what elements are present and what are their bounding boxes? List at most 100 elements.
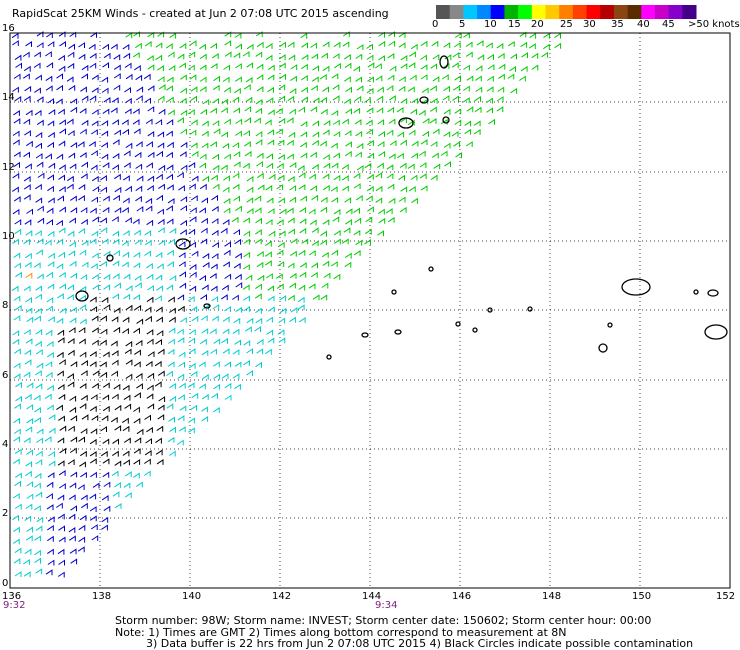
wind-barb bbox=[188, 183, 196, 190]
wind-barb bbox=[200, 338, 207, 345]
wind-barb bbox=[58, 108, 65, 115]
wind-barb bbox=[169, 32, 177, 39]
wind-barb bbox=[420, 54, 427, 61]
wind-barb bbox=[344, 53, 351, 60]
wind-barb bbox=[113, 64, 121, 71]
wind-barb bbox=[35, 142, 42, 149]
wind-barb bbox=[398, 196, 406, 203]
island-outline bbox=[398, 117, 414, 129]
wind-barb bbox=[322, 86, 329, 93]
wind-barb bbox=[146, 426, 153, 433]
wind-barb bbox=[407, 119, 415, 126]
island-outline bbox=[693, 289, 699, 295]
wind-barb bbox=[323, 119, 331, 126]
wind-barb bbox=[201, 349, 209, 356]
wind-barb bbox=[26, 404, 34, 410]
wind-barb bbox=[255, 31, 263, 37]
wind-barb bbox=[266, 97, 274, 104]
wind-barb bbox=[15, 62, 22, 69]
wind-barb bbox=[56, 502, 63, 509]
wind-barb bbox=[378, 208, 385, 215]
wind-barb bbox=[24, 130, 31, 137]
wind-barb bbox=[89, 62, 97, 69]
wind-barb bbox=[45, 75, 53, 82]
wind-barb bbox=[78, 194, 85, 201]
wind-barb bbox=[123, 394, 131, 401]
wind-barb bbox=[224, 361, 231, 368]
wind-barb bbox=[134, 64, 141, 71]
wind-barb bbox=[34, 51, 41, 58]
wind-barb bbox=[112, 164, 119, 171]
wind-barb bbox=[111, 393, 119, 400]
wind-barb bbox=[56, 219, 63, 226]
wind-barb bbox=[440, 150, 448, 157]
wind-barb bbox=[298, 172, 306, 179]
wind-barb bbox=[256, 152, 264, 159]
wind-barb bbox=[212, 97, 219, 104]
wind-barb bbox=[147, 351, 155, 357]
wind-barb bbox=[300, 32, 308, 39]
wind-barb bbox=[113, 84, 121, 91]
wind-barb bbox=[102, 108, 110, 115]
wind-barb bbox=[15, 395, 22, 402]
chart-title: RapidScat 25KM Winds - created at Jun 2 … bbox=[12, 7, 389, 20]
wind-barb bbox=[102, 62, 109, 69]
wind-barb bbox=[102, 351, 110, 358]
wind-barb bbox=[243, 84, 251, 91]
wind-barb bbox=[67, 51, 75, 58]
wind-barb bbox=[400, 97, 408, 104]
wind-barb bbox=[408, 185, 416, 192]
wind-barb bbox=[257, 184, 265, 191]
wind-barb bbox=[78, 436, 85, 443]
wind-barb bbox=[353, 65, 360, 72]
wind-barb bbox=[35, 340, 42, 347]
wind-barb bbox=[201, 197, 208, 204]
wind-barb bbox=[299, 271, 307, 278]
wind-barb bbox=[279, 208, 287, 215]
wind-barb bbox=[47, 283, 55, 290]
wind-barb bbox=[464, 128, 472, 135]
wind-barb bbox=[13, 417, 20, 424]
wind-barb bbox=[111, 359, 119, 366]
wind-barb bbox=[267, 86, 274, 93]
wind-barb bbox=[12, 86, 19, 93]
wind-barb bbox=[277, 329, 285, 336]
wind-barb bbox=[91, 315, 99, 322]
wind-barb bbox=[355, 76, 362, 83]
wind-barb bbox=[48, 131, 55, 138]
wind-barb bbox=[201, 373, 209, 380]
wind-barb bbox=[507, 73, 515, 80]
wind-barb bbox=[91, 535, 99, 541]
wind-barb bbox=[210, 285, 218, 292]
wind-barb bbox=[90, 394, 98, 400]
wind-barb bbox=[333, 152, 340, 159]
wind-barb bbox=[180, 141, 188, 148]
wind-barb bbox=[11, 285, 19, 292]
wind-barb bbox=[112, 119, 119, 126]
wind-barb bbox=[276, 184, 284, 190]
wind-barb bbox=[133, 417, 141, 424]
wind-barb bbox=[155, 42, 163, 49]
wind-barb bbox=[431, 152, 439, 159]
wind-barb bbox=[188, 161, 196, 168]
latitude-label: 4 bbox=[2, 439, 8, 450]
wind-barb bbox=[34, 406, 41, 413]
wind-barb bbox=[246, 317, 254, 324]
wind-barb bbox=[189, 207, 197, 213]
wind-barb bbox=[201, 120, 209, 127]
wind-barb bbox=[122, 417, 129, 424]
latitude-label: 12 bbox=[2, 162, 15, 173]
wind-barb bbox=[13, 252, 21, 259]
wind-barb bbox=[409, 74, 417, 81]
wind-barb bbox=[188, 228, 196, 235]
wind-barb bbox=[411, 152, 418, 159]
wind-barb bbox=[209, 272, 217, 279]
wind-barb bbox=[232, 328, 240, 335]
wind-barb bbox=[311, 163, 319, 170]
wind-barb bbox=[69, 163, 77, 170]
wind-barb bbox=[299, 227, 307, 234]
wind-barb bbox=[452, 95, 459, 102]
wind-barb bbox=[410, 174, 418, 181]
wind-barb bbox=[255, 217, 262, 224]
wind-barb bbox=[554, 32, 561, 39]
